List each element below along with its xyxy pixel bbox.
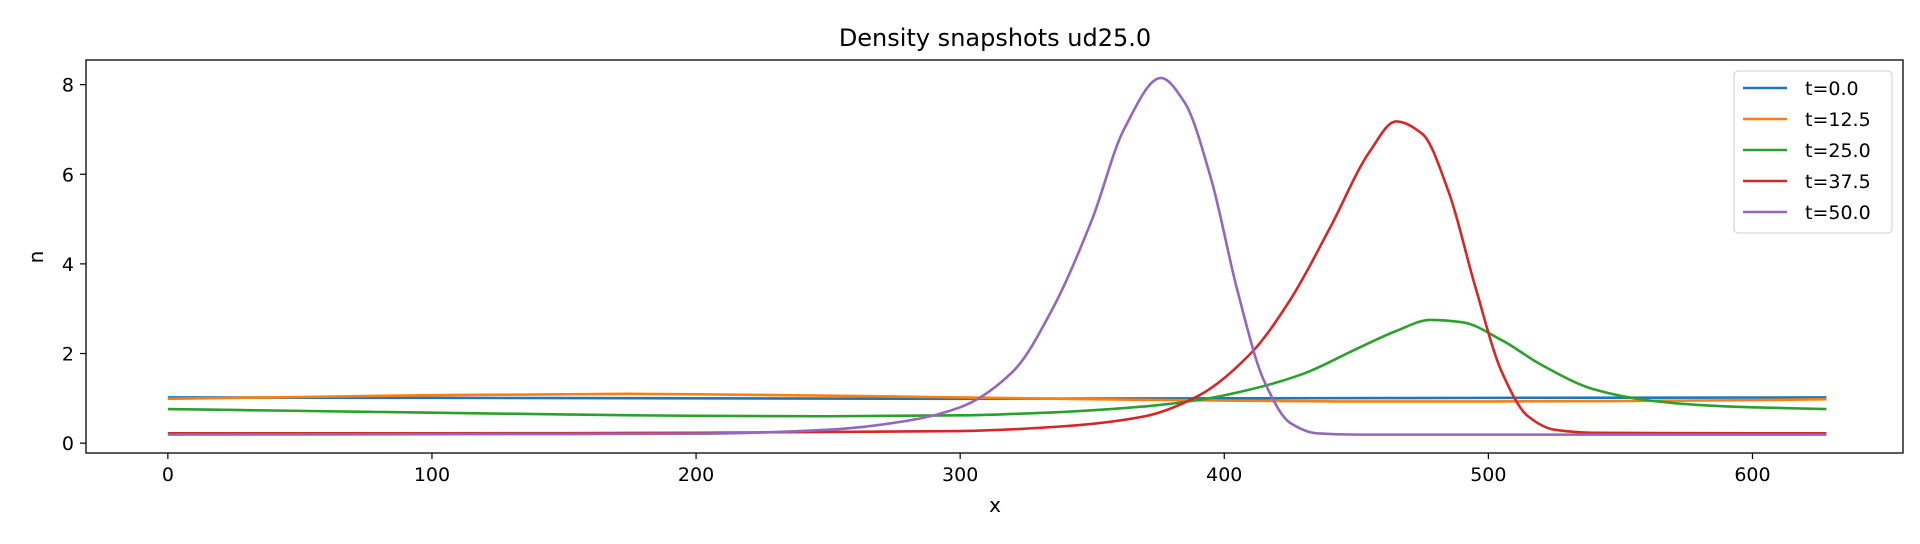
legend-label-2: t=12.5 [1805, 109, 1871, 131]
legend-label-5: t=50.0 [1805, 202, 1871, 224]
y-axis: 0 2 4 6 8 [62, 75, 86, 455]
series-layer [167, 76, 1827, 436]
legend-box [1733, 70, 1893, 234]
plot-frame [85, 59, 1904, 454]
series-line-5 [167, 76, 1827, 436]
legend-label-4: t=37.5 [1805, 171, 1871, 193]
x-tick-label: 400 [1206, 464, 1242, 486]
legend-label-3: t=25.0 [1805, 140, 1871, 162]
legend-items: t=0.0 t=12.5 t=25.0 t=37.5 t=50.0 [1743, 78, 1871, 224]
y-tick-label: 4 [62, 254, 74, 276]
x-tick-label: 200 [678, 464, 714, 486]
legend-label-1: t=0.0 [1805, 78, 1859, 100]
chart-title: Density snapshots ud25.0 [839, 24, 1151, 52]
y-tick-label: 6 [62, 164, 74, 186]
x-tick-label: 0 [162, 464, 174, 486]
y-tick-label: 0 [62, 433, 74, 455]
y-tick-label: 2 [62, 344, 74, 366]
x-tick-label: 300 [942, 464, 978, 486]
x-tick-label: 100 [414, 464, 450, 486]
y-tick-label: 8 [62, 75, 74, 97]
y-axis-label: n [24, 251, 48, 264]
x-axis: 0 100 200 300 400 500 600 [162, 453, 1771, 486]
x-axis-label: x [989, 493, 1001, 517]
legend: t=0.0 t=12.5 t=25.0 t=37.5 t=50.0 [1733, 70, 1893, 234]
series-line-2 [167, 392, 1827, 403]
series-line-3 [167, 318, 1827, 418]
x-tick-label: 500 [1470, 464, 1506, 486]
series-line-1 [167, 396, 1827, 401]
x-tick-label: 600 [1734, 464, 1770, 486]
